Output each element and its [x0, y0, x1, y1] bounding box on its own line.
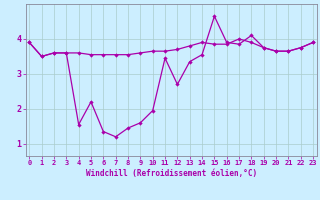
X-axis label: Windchill (Refroidissement éolien,°C): Windchill (Refroidissement éolien,°C) — [86, 169, 257, 178]
